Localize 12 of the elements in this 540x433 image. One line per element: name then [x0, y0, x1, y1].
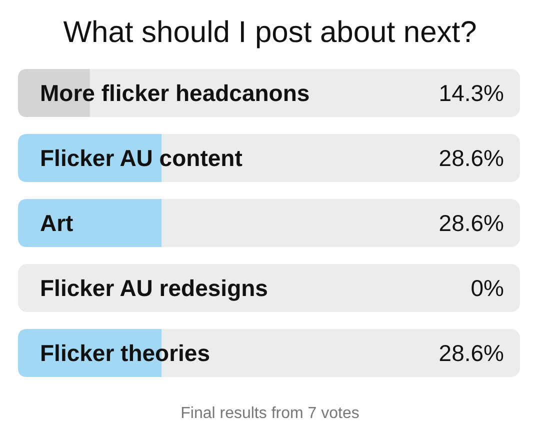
y-tick-label: Flicker AU redesigns: [40, 275, 268, 301]
text: Final results from 7 votes: [180, 405, 360, 422]
data-label: 14.3%: [438, 80, 504, 106]
chart-title: What should I post about next?: [63, 16, 477, 49]
data-label: 28.6%: [438, 145, 504, 171]
y-tick-label: Flicker theories: [40, 340, 210, 366]
data-label: 0%: [470, 275, 504, 301]
y-tick-label: Flicker AU content: [40, 145, 243, 171]
y-tick-label: More flicker headcanons: [40, 80, 310, 106]
data-label: 28.6%: [438, 340, 504, 366]
y-tick-label: Art: [40, 210, 74, 236]
data-label: 28.6%: [438, 210, 504, 236]
